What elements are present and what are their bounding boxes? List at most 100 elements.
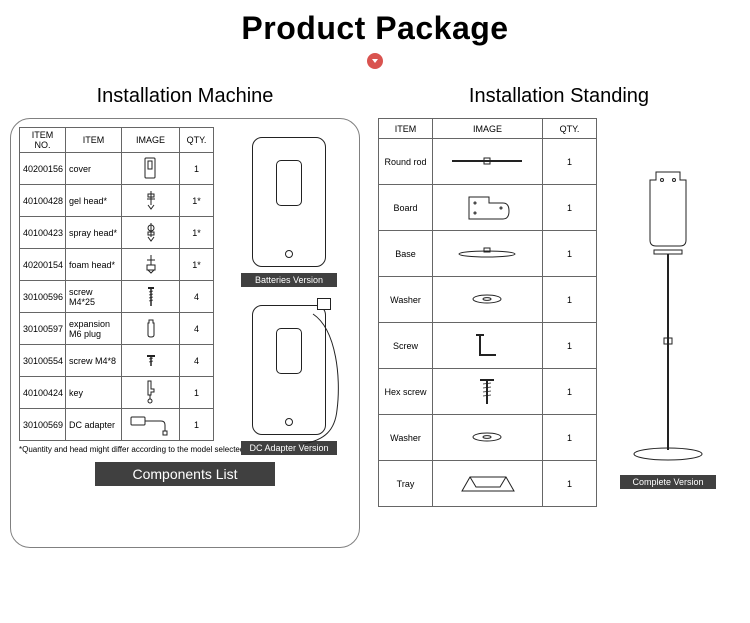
cell-item-no: 40100428 bbox=[20, 185, 66, 217]
col-qty: QTY. bbox=[543, 119, 597, 139]
cell-item-no: 30100597 bbox=[20, 313, 66, 345]
installation-standing-section: Installation Standing ITEM IMAGE QTY. Ro… bbox=[378, 79, 740, 548]
standing-table: ITEM IMAGE QTY. Round rod1Board1Base1Was… bbox=[378, 118, 597, 507]
table-header-row: ITEM IMAGE QTY. bbox=[379, 119, 597, 139]
washer-icon bbox=[471, 294, 505, 304]
table-row: Washer 1 bbox=[379, 277, 597, 323]
cell-item: spray head* bbox=[66, 217, 122, 249]
table-row: 40100424key 1 bbox=[20, 377, 214, 409]
cell-qty: 1 bbox=[180, 153, 214, 185]
stand-icon bbox=[618, 168, 718, 468]
cell-item: Hex screw bbox=[379, 369, 433, 415]
down-chevron-icon bbox=[367, 53, 383, 69]
cell-image bbox=[433, 185, 543, 231]
cell-image bbox=[122, 153, 180, 185]
key-icon bbox=[146, 387, 156, 397]
col-image: IMAGE bbox=[433, 119, 543, 139]
screw-long-icon bbox=[148, 291, 154, 301]
table-row: 30100569DC adapter1 bbox=[20, 409, 214, 441]
cell-qty: 1 bbox=[543, 277, 597, 323]
tray-icon bbox=[458, 478, 518, 488]
foamhead-icon bbox=[145, 259, 157, 269]
cell-qty: 1 bbox=[543, 139, 597, 185]
table-row: 40200154foam head* 1* bbox=[20, 249, 214, 281]
cell-image bbox=[433, 231, 543, 277]
cell-image bbox=[122, 217, 180, 249]
cell-item: cover bbox=[66, 153, 122, 185]
table-row: Tray 1 bbox=[379, 461, 597, 507]
cell-image bbox=[122, 345, 180, 377]
dispenser-illustrations: Batteries Version DC Adapter Version bbox=[229, 137, 349, 455]
cell-qty: 1 bbox=[180, 409, 214, 441]
adapter-icon bbox=[131, 419, 171, 429]
table-row: Round rod 1 bbox=[379, 139, 597, 185]
cell-item: Round rod bbox=[379, 139, 433, 185]
cell-item-no: 40200156 bbox=[20, 153, 66, 185]
cell-item: Screw bbox=[379, 323, 433, 369]
cell-qty: 1* bbox=[180, 185, 214, 217]
table-row: 30100554screw M4*84 bbox=[20, 345, 214, 377]
batteries-version-label: Batteries Version bbox=[241, 273, 337, 287]
cell-image bbox=[122, 313, 180, 345]
components-panel: ITEM NO. ITEM IMAGE QTY. 40200156cover14… bbox=[10, 118, 360, 548]
cell-qty: 1 bbox=[543, 323, 597, 369]
components-table: ITEM NO. ITEM IMAGE QTY. 40200156cover14… bbox=[19, 127, 214, 441]
subtitle-left: Installation Machine bbox=[10, 85, 360, 108]
cell-item-no: 30100554 bbox=[20, 345, 66, 377]
cell-image bbox=[433, 461, 543, 507]
cell-item: Washer bbox=[379, 277, 433, 323]
cell-qty: 1 bbox=[543, 415, 597, 461]
col-item: ITEM bbox=[66, 128, 122, 153]
cell-item: foam head* bbox=[66, 249, 122, 281]
gelhead-icon bbox=[145, 195, 157, 205]
cell-item: expansion M6 plug bbox=[66, 313, 122, 345]
cell-qty: 1* bbox=[180, 249, 214, 281]
cell-qty: 1 bbox=[543, 369, 597, 415]
adapter-icon bbox=[317, 298, 331, 310]
cell-item: screw M4*8 bbox=[66, 345, 122, 377]
page-title: Product Package bbox=[0, 10, 750, 47]
cell-item-no: 30100596 bbox=[20, 281, 66, 313]
sprayhead-icon bbox=[145, 227, 157, 237]
cell-image bbox=[122, 377, 180, 409]
cell-item: Tray bbox=[379, 461, 433, 507]
plug-icon bbox=[146, 323, 156, 333]
cell-item-no: 40100424 bbox=[20, 377, 66, 409]
cell-image bbox=[122, 281, 180, 313]
cell-qty: 1 bbox=[543, 185, 597, 231]
washer-icon bbox=[471, 432, 505, 442]
table-row: Washer1 bbox=[379, 415, 597, 461]
cell-qty: 1* bbox=[180, 217, 214, 249]
cell-qty: 4 bbox=[180, 281, 214, 313]
base-icon bbox=[457, 248, 519, 258]
cell-qty: 1 bbox=[543, 461, 597, 507]
dispenser-batteries-icon bbox=[252, 137, 326, 267]
cell-image bbox=[433, 139, 543, 185]
cord-icon bbox=[307, 310, 347, 460]
table-row: Base1 bbox=[379, 231, 597, 277]
cell-qty: 1 bbox=[180, 377, 214, 409]
table-row: 40200156cover 1 bbox=[20, 153, 214, 185]
cell-image bbox=[122, 249, 180, 281]
installation-machine-section: Installation Machine ITEM NO. ITEM IMAGE… bbox=[10, 79, 360, 548]
cell-image bbox=[122, 185, 180, 217]
table-row: Screw 1 bbox=[379, 323, 597, 369]
components-list-label: Components List bbox=[95, 462, 275, 486]
stand-illustration: Complete Version bbox=[613, 168, 723, 489]
subtitle-right: Installation Standing bbox=[378, 85, 740, 108]
cell-image bbox=[122, 409, 180, 441]
table-row: 30100596screw M4*254 bbox=[20, 281, 214, 313]
complete-version-label: Complete Version bbox=[620, 475, 716, 489]
table-row: 30100597expansion M6 plug 4 bbox=[20, 313, 214, 345]
cell-item: key bbox=[66, 377, 122, 409]
hexscrew-icon bbox=[480, 386, 496, 396]
cover-icon bbox=[145, 163, 157, 173]
cell-qty: 4 bbox=[180, 313, 214, 345]
cell-item-no: 40100423 bbox=[20, 217, 66, 249]
cell-image bbox=[433, 323, 543, 369]
board-icon bbox=[463, 202, 513, 212]
table-header-row: ITEM NO. ITEM IMAGE QTY. bbox=[20, 128, 214, 153]
cell-item-no: 40200154 bbox=[20, 249, 66, 281]
cell-qty: 1 bbox=[543, 231, 597, 277]
cell-item: DC adapter bbox=[66, 409, 122, 441]
